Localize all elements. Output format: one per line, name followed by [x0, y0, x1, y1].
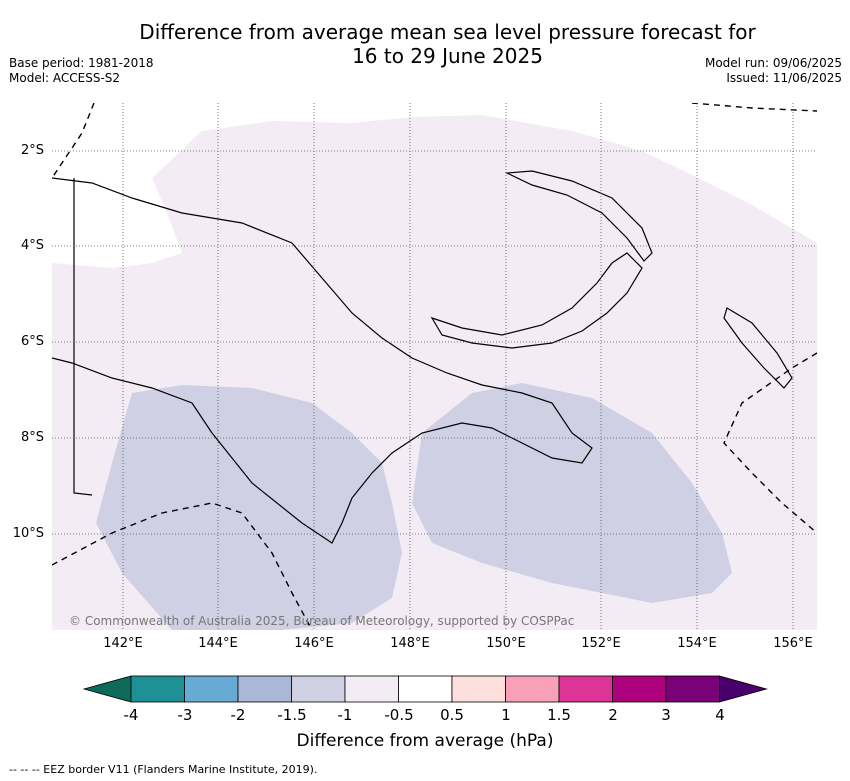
model-run-text: Model run: 09/06/2025	[704, 56, 842, 70]
lon-tick-146e: 146°E	[294, 636, 334, 651]
lat-tick-8s: 8°S	[20, 430, 44, 445]
colorbar-cell	[505, 675, 560, 703]
legend-label: 0.5	[440, 706, 464, 724]
lat-tick-6s: 6°S	[20, 334, 44, 349]
colorbar-cell	[398, 675, 453, 703]
colorbar-cell	[558, 675, 613, 703]
lat-tick-2s: 2°S	[20, 143, 44, 158]
colorbar-cell	[665, 675, 720, 703]
eez-border-northwest	[52, 103, 95, 179]
lon-tick-142e: 142°E	[103, 636, 143, 651]
issued-text: Issued: 11/06/2025	[726, 71, 842, 85]
eez-border-northeast	[691, 103, 817, 112]
colorbar-extend-low	[82, 675, 132, 703]
title-line-2: 16 to 29 June 2025	[352, 44, 543, 68]
lat-tick-4s: 4°S	[20, 238, 44, 253]
gridlines	[52, 103, 817, 630]
colorbar	[82, 675, 769, 703]
lon-tick-156e: 156°E	[773, 636, 813, 651]
colorbar-cell	[612, 675, 667, 703]
lon-tick-154e: 154°E	[677, 636, 717, 651]
legend-label: 1	[501, 706, 511, 724]
colorbar-cell	[291, 675, 346, 703]
legend-title: Difference from average (hPa)	[0, 731, 850, 751]
coastline-bougainville	[723, 307, 793, 389]
legend-label: 1.5	[547, 706, 571, 724]
legend-label: -2	[230, 706, 246, 724]
legend-label: -0.5	[384, 706, 414, 724]
lon-tick-148e: 148°E	[390, 636, 430, 651]
legend-label: -3	[177, 706, 193, 724]
colorbar-cell	[237, 675, 292, 703]
legend-label: -1	[337, 706, 353, 724]
legend-title-text: Difference from average (hPa)	[296, 731, 554, 751]
legend-label: -1.5	[277, 706, 307, 724]
anomaly-region-west	[96, 385, 402, 630]
coastline-new-guinea	[52, 177, 593, 544]
colorbar-extend-high	[719, 675, 769, 703]
title-line-1: Difference from average mean sea level p…	[139, 20, 756, 44]
lon-tick-152e: 152°E	[581, 636, 621, 651]
colorbar-cell	[130, 675, 185, 703]
eez-border-west	[52, 502, 313, 630]
colorbar-cell	[344, 675, 399, 703]
copyright-text: © Commonwealth of Australia 2025, Bureau…	[69, 614, 575, 628]
colorbar-cell	[184, 675, 239, 703]
lon-tick-144e: 144°E	[198, 636, 238, 651]
legend-label: 2	[608, 706, 618, 724]
coastline-new-ireland	[504, 170, 653, 262]
footer-note: -- -- -- EEZ border V11 (Flanders Marine…	[9, 763, 318, 776]
model-text: Model: ACCESS-S2	[9, 71, 121, 85]
coastline-new-britain	[430, 252, 643, 349]
map-title: Difference from average mean sea level p…	[0, 20, 850, 68]
base-period-text: Base period: 1981-2018	[9, 56, 154, 70]
eez-border-east	[723, 352, 817, 534]
map-panel	[52, 103, 817, 630]
meta-right: Model run: 09/06/2025 Issued: 11/06/2025	[705, 56, 842, 86]
legend-label: -4	[123, 706, 139, 724]
legend-label: 4	[715, 706, 725, 724]
meta-left: Base period: 1981-2018 Model: ACCESS-S2	[9, 56, 154, 86]
lat-tick-10s: 10°S	[12, 526, 44, 541]
legend-label: 3	[661, 706, 671, 724]
colorbar-cell	[451, 675, 506, 703]
lon-tick-150e: 150°E	[486, 636, 526, 651]
border-line	[73, 178, 93, 496]
